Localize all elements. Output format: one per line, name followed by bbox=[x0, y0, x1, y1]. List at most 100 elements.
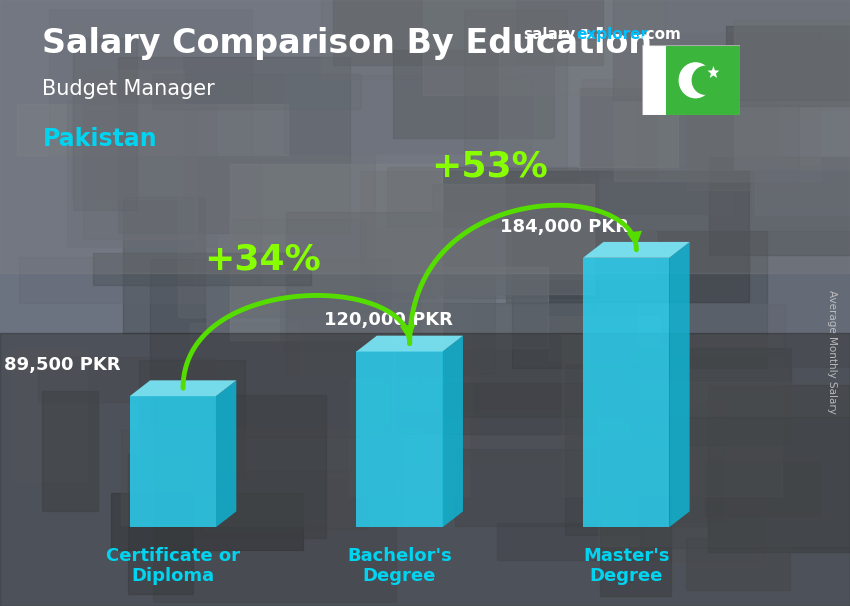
Bar bbox=[705, 462, 819, 516]
Bar bbox=[581, 88, 733, 213]
Bar bbox=[688, 105, 799, 190]
Bar bbox=[734, 21, 850, 169]
Polygon shape bbox=[583, 242, 689, 258]
Circle shape bbox=[678, 62, 712, 98]
Bar bbox=[155, 395, 326, 538]
Bar bbox=[388, 167, 578, 227]
Bar bbox=[640, 417, 850, 548]
Polygon shape bbox=[669, 242, 689, 527]
Bar bbox=[333, 0, 603, 65]
Bar bbox=[110, 493, 303, 550]
Polygon shape bbox=[130, 381, 236, 396]
Bar bbox=[394, 50, 554, 138]
Bar bbox=[686, 538, 790, 590]
Text: salary: salary bbox=[523, 27, 575, 42]
Bar bbox=[123, 197, 205, 333]
Bar bbox=[653, 405, 711, 478]
Bar bbox=[755, 166, 850, 215]
Bar bbox=[204, 436, 368, 530]
Bar bbox=[428, 344, 479, 440]
Polygon shape bbox=[443, 336, 463, 527]
Bar bbox=[600, 441, 671, 596]
Bar bbox=[190, 323, 422, 477]
Text: .com: .com bbox=[640, 27, 681, 42]
Text: Pakistan: Pakistan bbox=[42, 127, 157, 152]
Bar bbox=[598, 456, 765, 561]
Bar bbox=[82, 70, 184, 107]
Polygon shape bbox=[216, 381, 236, 527]
Polygon shape bbox=[642, 45, 666, 115]
Bar bbox=[438, 267, 548, 348]
Bar bbox=[230, 219, 366, 262]
Bar bbox=[48, 10, 252, 155]
Bar bbox=[37, 356, 213, 402]
Bar bbox=[613, 0, 850, 100]
Bar bbox=[67, 99, 217, 247]
Bar bbox=[562, 335, 782, 496]
Text: +53%: +53% bbox=[431, 149, 547, 183]
Text: 184,000 PKR: 184,000 PKR bbox=[501, 218, 630, 236]
Text: Bachelor's
Degree: Bachelor's Degree bbox=[347, 547, 452, 585]
Polygon shape bbox=[130, 396, 216, 527]
Text: Average Monthly Salary: Average Monthly Salary bbox=[827, 290, 837, 413]
Bar bbox=[707, 385, 850, 552]
Bar bbox=[153, 471, 396, 602]
Polygon shape bbox=[583, 258, 669, 527]
Bar bbox=[432, 184, 593, 294]
Bar bbox=[397, 303, 637, 434]
Bar bbox=[151, 73, 361, 109]
Bar bbox=[507, 171, 749, 302]
Polygon shape bbox=[356, 351, 443, 527]
Bar bbox=[301, 270, 473, 433]
Text: explorer: explorer bbox=[576, 27, 649, 42]
Bar bbox=[280, 293, 420, 427]
Bar bbox=[283, 300, 374, 350]
Polygon shape bbox=[356, 336, 463, 351]
Bar bbox=[83, 109, 197, 239]
Bar bbox=[637, 93, 778, 167]
Bar bbox=[497, 524, 646, 560]
Text: Certificate or
Diploma: Certificate or Diploma bbox=[106, 547, 240, 585]
Bar bbox=[178, 155, 375, 316]
Bar bbox=[150, 259, 391, 437]
Bar bbox=[423, 0, 665, 95]
Bar bbox=[0, 333, 850, 606]
Bar bbox=[73, 38, 137, 210]
Text: 89,500 PKR: 89,500 PKR bbox=[4, 356, 121, 374]
Bar bbox=[19, 257, 224, 303]
Bar bbox=[463, 10, 567, 169]
Bar bbox=[582, 79, 657, 178]
Text: Master's
Degree: Master's Degree bbox=[583, 547, 670, 585]
Text: Budget Manager: Budget Manager bbox=[42, 79, 215, 99]
Bar bbox=[726, 26, 850, 106]
Bar bbox=[139, 360, 245, 477]
Bar bbox=[94, 253, 311, 285]
Text: Salary Comparison By Education: Salary Comparison By Education bbox=[42, 27, 653, 60]
Bar bbox=[377, 230, 656, 279]
Text: 120,000 PKR: 120,000 PKR bbox=[324, 311, 452, 329]
Bar bbox=[636, 401, 724, 522]
Bar bbox=[286, 212, 495, 374]
Bar bbox=[548, 316, 660, 361]
Bar bbox=[592, 231, 850, 367]
Bar bbox=[394, 411, 675, 467]
Bar bbox=[194, 161, 261, 284]
Bar bbox=[16, 104, 287, 155]
Bar bbox=[128, 454, 193, 594]
Text: +34%: +34% bbox=[204, 243, 320, 277]
Polygon shape bbox=[707, 66, 719, 78]
Bar bbox=[284, 75, 532, 153]
Bar bbox=[709, 158, 850, 255]
Bar bbox=[42, 391, 99, 511]
Bar bbox=[565, 364, 639, 534]
Bar bbox=[445, 383, 638, 417]
Bar bbox=[513, 231, 768, 368]
Bar bbox=[230, 164, 442, 339]
Bar bbox=[121, 429, 402, 525]
Bar bbox=[360, 171, 598, 298]
Circle shape bbox=[692, 65, 719, 95]
Bar bbox=[598, 304, 785, 356]
Bar bbox=[348, 378, 469, 496]
Bar bbox=[743, 59, 850, 119]
Bar bbox=[598, 382, 850, 545]
